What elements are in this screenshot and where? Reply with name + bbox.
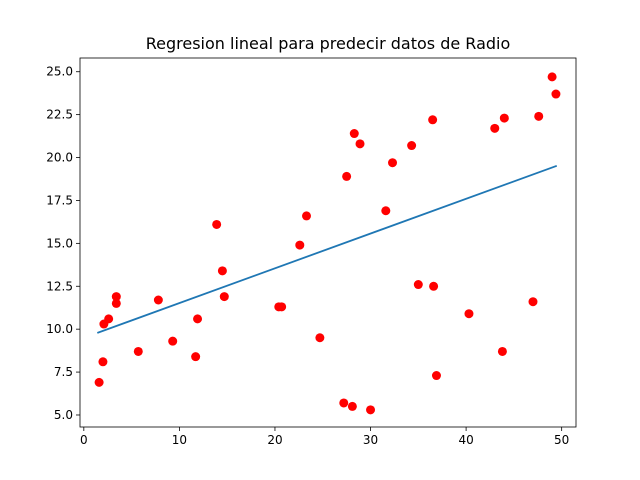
data-point — [98, 357, 108, 367]
data-point — [168, 336, 178, 346]
data-point — [413, 280, 423, 290]
y-tick-label: 20.0 — [46, 151, 73, 165]
data-point — [407, 141, 417, 151]
y-tick-label: 12.5 — [46, 279, 73, 293]
x-tick-label: 0 — [80, 433, 88, 447]
data-point — [428, 115, 438, 125]
data-point — [339, 398, 349, 408]
data-point — [499, 113, 509, 123]
data-point — [315, 333, 325, 343]
data-point — [153, 295, 163, 305]
data-point — [490, 123, 500, 133]
data-point — [94, 377, 104, 387]
data-point — [381, 206, 391, 216]
data-point — [388, 158, 398, 168]
data-point — [551, 89, 561, 99]
data-point — [111, 298, 121, 308]
x-tick-label: 20 — [267, 433, 282, 447]
x-axis-ticks: 0 10 20 30 40 50 — [80, 427, 569, 447]
y-tick-label: 15.0 — [46, 236, 73, 250]
x-tick-label: 50 — [554, 433, 569, 447]
data-point — [347, 401, 357, 411]
data-point — [277, 302, 287, 312]
data-point — [528, 297, 538, 307]
data-point — [464, 309, 474, 319]
data-point — [349, 129, 359, 139]
plot-frame — [79, 57, 577, 428]
data-point — [342, 171, 352, 181]
data-point — [366, 405, 376, 415]
data-point — [355, 139, 365, 149]
y-tick-label: 7.5 — [54, 365, 73, 379]
y-tick-label: 25.0 — [46, 65, 73, 79]
data-point — [295, 240, 305, 250]
y-tick-label: 5.0 — [54, 408, 73, 422]
x-tick-label: 10 — [172, 433, 187, 447]
y-tick-label: 22.5 — [46, 108, 73, 122]
data-point — [104, 314, 114, 324]
data-point — [111, 292, 121, 302]
data-point — [191, 352, 201, 362]
data-point — [534, 111, 544, 121]
y-tick-label: 17.5 — [46, 193, 73, 207]
x-tick-label: 40 — [458, 433, 473, 447]
y-tick-label: 10.0 — [46, 322, 73, 336]
data-point — [219, 292, 229, 302]
plot-series — [94, 72, 561, 415]
data-point — [497, 346, 507, 356]
data-point — [193, 314, 203, 324]
x-tick-label: 30 — [363, 433, 378, 447]
data-point — [547, 72, 557, 82]
y-axis-ticks: 5.0 7.5 10.0 12.5 15.0 17.5 20.0 22.5 25.0 — [46, 65, 80, 422]
regression-line — [97, 164, 558, 334]
data-point — [212, 219, 222, 229]
data-point — [429, 281, 439, 291]
data-point — [217, 266, 227, 276]
chart-title: Regresion lineal para predecir datos de … — [146, 34, 511, 53]
data-point — [301, 211, 311, 221]
data-point — [133, 346, 143, 356]
data-point — [431, 371, 441, 381]
